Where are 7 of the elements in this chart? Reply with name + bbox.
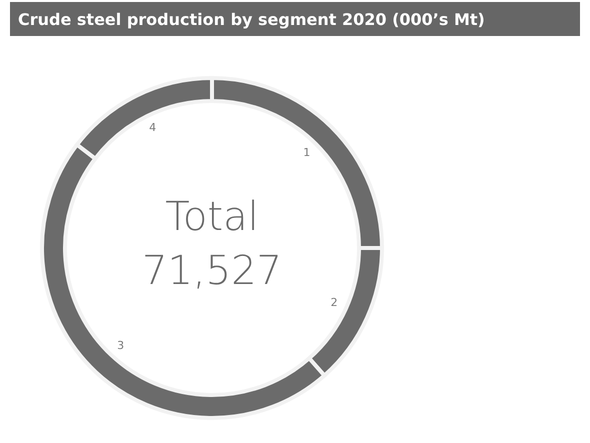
slice-label: 3 xyxy=(117,338,124,352)
text: 71,527 xyxy=(142,248,282,294)
slice-label: 4 xyxy=(149,120,156,134)
slice-label: 2 xyxy=(330,296,338,310)
slice-label: 1 xyxy=(303,146,310,160)
text: Total xyxy=(165,194,259,240)
chart-title: Crude steel production by segment 2020 (000’s Mt) xyxy=(18,10,485,29)
